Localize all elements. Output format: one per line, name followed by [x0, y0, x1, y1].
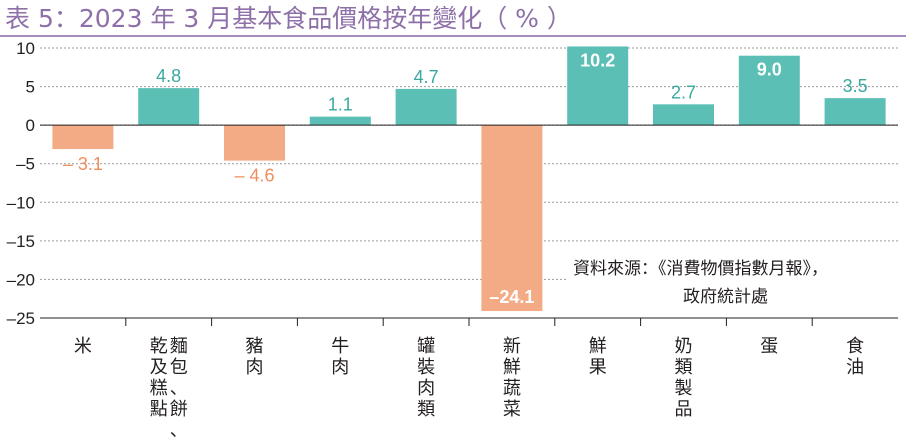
- data-label: 4.7: [414, 67, 439, 87]
- data-label: 4.8: [156, 66, 181, 86]
- category-label: 食油: [846, 336, 864, 378]
- bar: [824, 98, 886, 126]
- bar: [567, 46, 629, 126]
- y-tick-label: –25: [7, 309, 35, 328]
- data-label: – 3.1: [63, 154, 103, 174]
- bar: [481, 125, 543, 312]
- source-line-2: 政府統計處: [683, 287, 768, 307]
- bar: [395, 88, 457, 126]
- category-label: 麵包、餅、乾及糕點: [150, 336, 188, 441]
- bar: [138, 88, 200, 126]
- bars-layer: [52, 46, 886, 312]
- data-label: –24.1: [489, 287, 534, 307]
- data-label: 10.2: [580, 50, 615, 70]
- bar: [224, 125, 285, 161]
- y-tick-label: –10: [7, 193, 35, 212]
- bar: [653, 104, 714, 126]
- source-line-1: 資料來源：《消費物價指數月報》，: [573, 259, 828, 279]
- bar: [309, 116, 371, 126]
- source-note-background: [566, 244, 898, 310]
- labels-layer: – 3.1 4.8 – 4.6 1.1 4.7 –24.1 10.2 2.7 9.0 3.5 米 麵包…: [63, 50, 868, 441]
- category-label: 牛肉: [331, 336, 349, 378]
- y-tick-label: 0: [26, 116, 35, 135]
- y-tick-label: –20: [7, 270, 35, 289]
- data-label: 9.0: [757, 60, 782, 80]
- category-label: 鮮果: [589, 336, 607, 378]
- data-label: 2.7: [671, 82, 696, 102]
- category-label: 奶類製品: [675, 336, 693, 420]
- bar: [52, 125, 114, 150]
- data-label: 1.1: [328, 95, 353, 115]
- data-label: 3.5: [843, 76, 868, 96]
- category-label: 米: [74, 336, 92, 357]
- y-tick-label: 5: [26, 78, 35, 97]
- y-tick-label: –5: [16, 155, 35, 174]
- bar: [738, 55, 800, 126]
- axis-layer: 10 5 0 –5 –10 –15 –20 –25: [7, 39, 898, 328]
- source-note: 資料來源：《消費物價指數月報》， 政府統計處: [566, 244, 898, 310]
- category-label: 豬肉: [246, 336, 264, 378]
- data-label: – 4.6: [234, 166, 274, 186]
- category-label: 蛋: [760, 336, 778, 357]
- category-label: 罐裝肉類: [417, 336, 435, 420]
- y-tick-label: –15: [7, 232, 35, 251]
- y-tick-label: 10: [16, 39, 35, 58]
- chart-title: 表 5：2023 年 3 月基本食品價格按年變化（ % ）: [5, 4, 572, 33]
- category-label: 新鮮蔬菜: [503, 336, 521, 420]
